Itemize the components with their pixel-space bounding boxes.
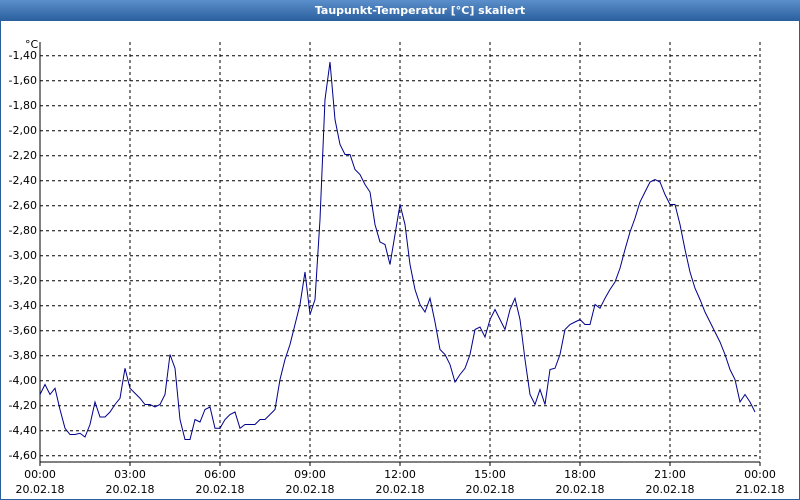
x-tick-label: 03:00 <box>114 468 146 481</box>
y-tick-label: -4,40 <box>9 424 37 437</box>
data-line <box>39 61 756 440</box>
x-tick-date: 20.02.18 <box>556 483 605 496</box>
y-tick-label: -3,40 <box>9 299 37 312</box>
x-tick-label: 00:00 <box>24 468 56 481</box>
x-tick-label: 18:00 <box>564 468 596 481</box>
y-tick-label: -1,60 <box>9 74 37 87</box>
y-tick-label: -3,60 <box>9 324 37 337</box>
y-unit: °C <box>25 38 39 51</box>
x-tick-date: 20.02.18 <box>646 483 695 496</box>
x-tick-date: 20.02.18 <box>466 483 515 496</box>
title-bar <box>0 0 800 21</box>
x-tick-label: 09:00 <box>294 468 326 481</box>
x-tick-date: 20.02.18 <box>376 483 425 496</box>
y-tick-label: -2,00 <box>9 124 37 137</box>
x-tick-label: 15:00 <box>474 468 506 481</box>
y-tick-label: -2,60 <box>9 199 37 212</box>
x-tick-label: 12:00 <box>384 468 416 481</box>
x-tick-date: 20.02.18 <box>106 483 155 496</box>
y-tick-label: -2,40 <box>9 174 37 187</box>
y-tick-label: -4,60 <box>9 449 37 462</box>
y-tick-label: -3,20 <box>9 274 37 287</box>
y-tick-label: -2,80 <box>9 224 37 237</box>
x-tick-date: 20.02.18 <box>196 483 245 496</box>
chart-title: Taupunkt-Temperatur [°C] skaliert <box>315 4 525 17</box>
y-tick-label: -1,40 <box>9 49 37 62</box>
y-tick-label: -3,80 <box>9 349 37 362</box>
x-tick-label: 06:00 <box>204 468 236 481</box>
y-tick-label: -1,80 <box>9 99 37 112</box>
y-tick-label: -2,20 <box>9 149 37 162</box>
x-tick-date: 21.02.18 <box>736 483 785 496</box>
y-tick-label: -4,20 <box>9 399 37 412</box>
y-tick-label: -3,00 <box>9 249 37 262</box>
x-tick-date: 20.02.18 <box>286 483 335 496</box>
y-tick-label: -4,00 <box>9 374 37 387</box>
x-tick-date: 20.02.18 <box>16 483 65 496</box>
x-tick-label: 00:00 <box>744 468 776 481</box>
x-tick-label: 21:00 <box>654 468 686 481</box>
